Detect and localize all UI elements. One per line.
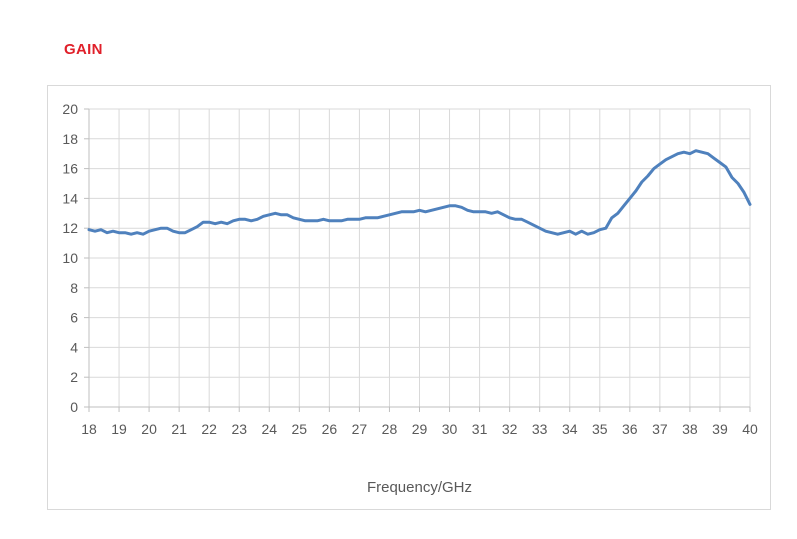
- y-tick-label: 8: [70, 280, 78, 296]
- y-tick-label: 20: [62, 101, 78, 117]
- x-tick-label: 30: [442, 421, 458, 437]
- x-axis-label: Frequency/GHz: [367, 479, 472, 496]
- series-line-0: [87, 149, 752, 236]
- x-tick-label: 39: [712, 421, 728, 437]
- x-tick-label: 28: [382, 421, 398, 437]
- x-tick-label: 19: [111, 421, 127, 437]
- chart-frame: [47, 85, 771, 510]
- x-tick-label: 21: [171, 421, 187, 437]
- x-tick-label: 40: [742, 421, 758, 437]
- x-tick-label: 33: [532, 421, 548, 437]
- y-tick-label: 0: [70, 399, 78, 415]
- y-tick-label: 12: [62, 220, 78, 236]
- axes: [84, 108, 751, 412]
- x-tick-label: 32: [502, 421, 518, 437]
- x-tick-label: 36: [622, 421, 638, 437]
- y-tick-label: 2: [70, 369, 78, 385]
- grid-lines: [89, 108, 751, 407]
- x-tick-labels: 18 19 20 21 22 23 24 25 26 27 28 29 30 31 32 33 34 35 36 37…: [81, 421, 758, 437]
- x-tick-label: 35: [592, 421, 608, 437]
- y-tick-label: 6: [70, 310, 78, 326]
- x-tick-label: 26: [322, 421, 338, 437]
- x-tick-label: 24: [261, 421, 277, 437]
- x-tick-label: 25: [292, 421, 308, 437]
- y-tick-labels: 0 2 4 6 8 10 12 14 16 18 20: [62, 101, 78, 415]
- x-tick-label: 23: [231, 421, 247, 437]
- x-tick-label: 38: [682, 421, 698, 437]
- x-tick-label: 20: [141, 421, 157, 437]
- x-tick-label: 18: [81, 421, 97, 437]
- y-tick-label: 4: [70, 339, 78, 355]
- x-tick-label: 37: [652, 421, 668, 437]
- series: [87, 149, 752, 236]
- chart-title: GAIN: [64, 41, 103, 58]
- y-tick-label: 18: [62, 131, 78, 147]
- x-tick-label: 27: [352, 421, 368, 437]
- x-tick-label: 34: [562, 421, 578, 437]
- y-tick-label: 10: [62, 250, 78, 266]
- x-tick-label: 31: [472, 421, 488, 437]
- y-tick-label: 16: [62, 161, 78, 177]
- x-tick-label: 29: [412, 421, 428, 437]
- y-tick-label: 14: [62, 190, 78, 206]
- x-tick-label: 22: [201, 421, 217, 437]
